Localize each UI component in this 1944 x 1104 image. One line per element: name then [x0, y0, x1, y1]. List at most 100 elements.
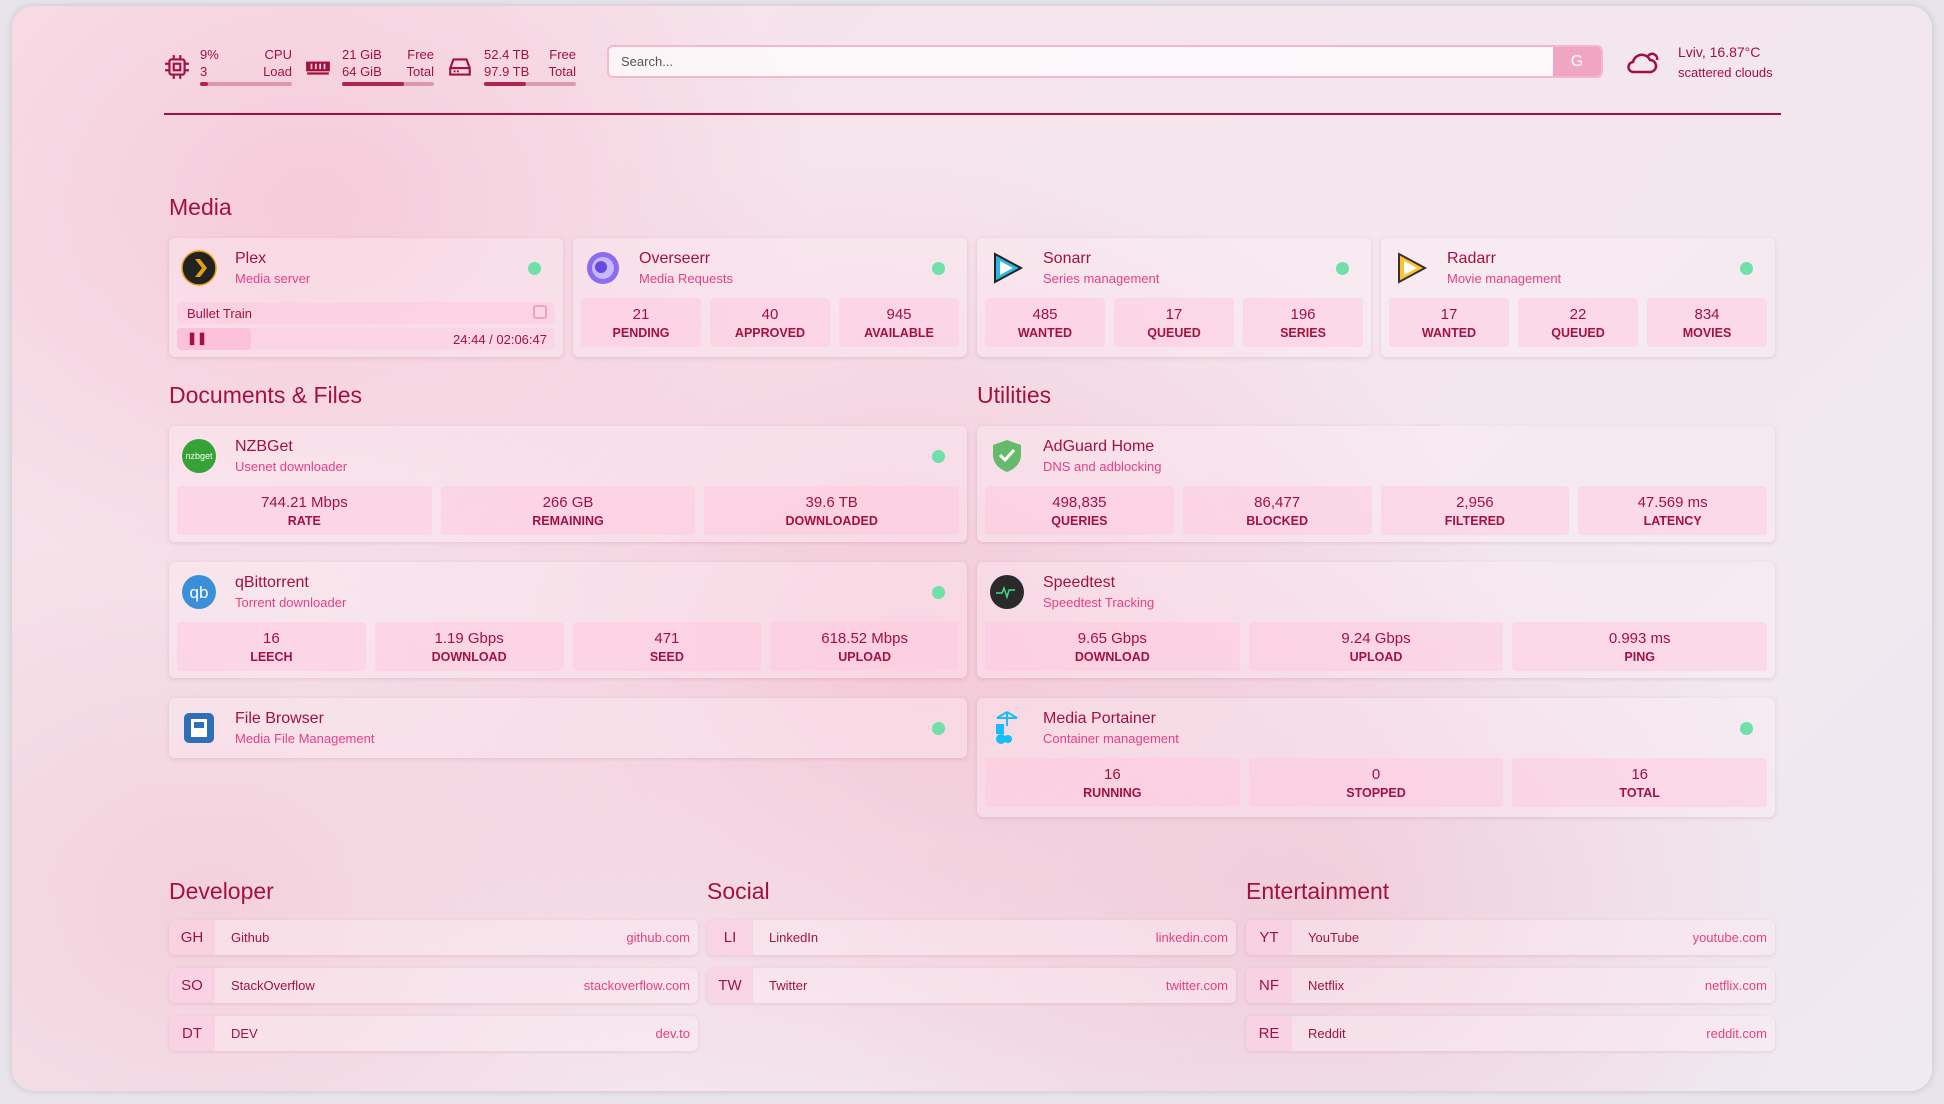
stat-block: 471 SEED — [572, 622, 762, 671]
stat-value: 485 — [1032, 306, 1058, 323]
search-input[interactable] — [609, 47, 1549, 76]
stat-value: 1.19 Gbps — [434, 630, 504, 647]
service-title: Media Portainer — [1043, 710, 1156, 727]
service-card-sonarr[interactable]: Sonarr Series management 485 WANTED 17 QUEU… — [977, 238, 1371, 357]
service-card-portainer[interactable]: Media Portainer Container management 16 R… — [977, 698, 1775, 817]
service-card-filebrowser[interactable]: File Browser Media File Management — [169, 698, 967, 758]
bookmark-url[interactable]: netflix.com — [1704, 978, 1767, 993]
bookmark-name: DEV — [231, 1026, 258, 1041]
bookmark-nf[interactable]: NF Netflix netflix.com — [1246, 968, 1775, 1003]
stat-value: 0.993 ms — [1608, 630, 1671, 647]
bookmark-url[interactable]: twitter.com — [1165, 978, 1228, 993]
stat-value: 834 — [1694, 306, 1720, 323]
dashboard-window: 9% 3 CPU Load 21 GiB 64 GiB Free Total 52.4 … — [12, 6, 1932, 1091]
stat-label: DOWNLOADED — [785, 514, 878, 528]
bookmark-abbr: YT — [1246, 920, 1292, 955]
bookmark-url[interactable]: dev.to — [655, 1026, 690, 1041]
stat-label: PING — [1624, 650, 1655, 664]
stat-label: FILTERED — [1444, 514, 1505, 528]
stat-label: BLOCKED — [1246, 514, 1309, 528]
bookmark-name: StackOverflow — [231, 978, 315, 993]
stat-block: 834 MOVIES — [1647, 298, 1767, 347]
portainer-icon — [996, 711, 1018, 744]
stat-label: APPROVED — [734, 326, 806, 340]
service-card-speedtest[interactable]: Speedtest Speedtest Tracking 9.65 Gbps DO… — [977, 562, 1775, 678]
service-card-overseerr[interactable]: Overseerr Media Requests 21 PENDING 40 APPR… — [573, 238, 967, 357]
group-title-documents: Documents & Files — [169, 382, 363, 408]
search-provider-button[interactable]: G — [1553, 47, 1601, 76]
playback-time: 24:44 / 02:06:47 — [453, 332, 547, 347]
now-playing-title: Bullet Train — [187, 306, 253, 321]
device-icon — [533, 305, 547, 319]
cpu-usage-bar — [200, 82, 292, 86]
speedtest-icon — [990, 575, 1024, 609]
svg-text:nzbget: nzbget — [185, 451, 213, 461]
status-dot — [1740, 262, 1753, 275]
group-title-social: Social — [707, 878, 770, 904]
bookmark-name: LinkedIn — [769, 930, 819, 945]
service-title: File Browser — [235, 710, 324, 727]
stat-label: STOPPED — [1346, 786, 1406, 800]
bookmark-dt[interactable]: DT DEV dev.to — [169, 1016, 698, 1051]
bookmark-yt[interactable]: YT YouTube youtube.com — [1246, 920, 1775, 955]
group-title-entertainment: Entertainment — [1246, 878, 1390, 904]
stat-value: 266 GB — [542, 494, 594, 511]
adguard-shield-icon — [993, 440, 1021, 472]
stat-value: 16 — [1103, 766, 1121, 783]
service-card-radarr[interactable]: Radarr Movie management 17 WANTED 22 QUEUED… — [1381, 238, 1775, 357]
stat-value: 9.24 Gbps — [1341, 630, 1411, 647]
memory-free: 21 GiB — [342, 47, 382, 62]
playback-progress[interactable]: ❚❚ 24:44 / 02:06:47 — [177, 328, 555, 350]
bookmark-li[interactable]: LI LinkedIn linkedin.com — [707, 920, 1236, 955]
stat-block: 16 RUNNING — [985, 758, 1240, 807]
group-title-developer: Developer — [169, 878, 274, 904]
bookmark-gh[interactable]: GH Github github.com — [169, 920, 698, 955]
pause-icon[interactable]: ❚❚ — [187, 331, 208, 345]
bookmark-so[interactable]: SO StackOverflow stackoverflow.com — [169, 968, 698, 1003]
bookmark-url[interactable]: github.com — [626, 930, 690, 945]
memory-icon — [306, 61, 330, 75]
stat-block: 47.569 ms LATENCY — [1578, 486, 1767, 535]
stat-value: 498,835 — [1052, 494, 1107, 511]
bookmark-tw[interactable]: TW Twitter twitter.com — [707, 968, 1236, 1003]
bookmark-name: Reddit — [1308, 1026, 1346, 1041]
stat-value: 17 — [1440, 306, 1458, 323]
bookmark-url[interactable]: linkedin.com — [1155, 930, 1228, 945]
bookmark-abbr: DT — [169, 1016, 215, 1051]
service-card-nzbget[interactable]: nzbget NZBGet Usenet downloader 744.21 M… — [169, 426, 967, 542]
bookmark-abbr: RE — [1246, 1016, 1292, 1051]
stat-label: WANTED — [1017, 326, 1073, 340]
status-dot — [1740, 722, 1753, 735]
stat-block: 17 QUEUED — [1114, 298, 1234, 347]
service-card-qbittorrent[interactable]: qb qBittorrent Torrent downloader 16 LEEC… — [169, 562, 967, 678]
cpu-percent: 9% — [200, 47, 219, 62]
stat-value: 2,956 — [1456, 494, 1494, 511]
stat-block: 17 WANTED — [1389, 298, 1509, 347]
service-stats: 17 WANTED 22 QUEUED 834 MOVIES — [1389, 298, 1767, 347]
service-subtitle: Torrent downloader — [235, 595, 347, 610]
weather-condition: scattered clouds — [1678, 65, 1773, 80]
bookmark-abbr: SO — [169, 968, 215, 1003]
disk-widget: 52.4 TB 97.9 TB Free Total — [484, 40, 576, 90]
group-title-media: Media — [169, 194, 232, 220]
service-card-adguard[interactable]: AdGuard Home DNS and adblocking 498,835 Q… — [977, 426, 1775, 542]
stat-block: 2,956 FILTERED — [1380, 486, 1570, 535]
bookmark-re[interactable]: RE Reddit reddit.com — [1246, 1016, 1775, 1051]
stat-label: WANTED — [1421, 326, 1477, 340]
service-stats: 485 WANTED 17 QUEUED 196 SERIES — [985, 298, 1363, 347]
bookmark-url[interactable]: youtube.com — [1692, 930, 1767, 945]
bookmark-url[interactable]: stackoverflow.com — [583, 978, 690, 993]
service-stats: 744.21 Mbps RATE 266 GB REMAINING 39.6 TB DOW… — [177, 486, 960, 535]
service-title: Speedtest — [1043, 574, 1116, 591]
stat-block: 618.52 Mbps UPLOAD — [770, 622, 959, 671]
service-stats: 498,835 QUERIES 86,477 BLOCKED 2,956 FILTERED… — [985, 486, 1767, 535]
stat-block: 498,835 QUERIES — [985, 486, 1174, 535]
nzbget-icon: nzbget — [182, 439, 216, 473]
service-card-plex[interactable]: Plex Media server Bullet Train ❚❚ 24:44 … — [169, 238, 563, 357]
stat-value: 39.6 TB — [805, 494, 858, 511]
service-stats: 16 RUNNING 0 STOPPED 16 TOTAL — [985, 758, 1768, 807]
search-box: G — [607, 45, 1603, 78]
bookmark-url[interactable]: reddit.com — [1706, 1026, 1767, 1041]
stat-value: 21 — [632, 306, 650, 323]
service-stats: 9.65 Gbps DOWNLOAD 9.24 Gbps UPLOAD 0.993 ms… — [985, 622, 1768, 671]
